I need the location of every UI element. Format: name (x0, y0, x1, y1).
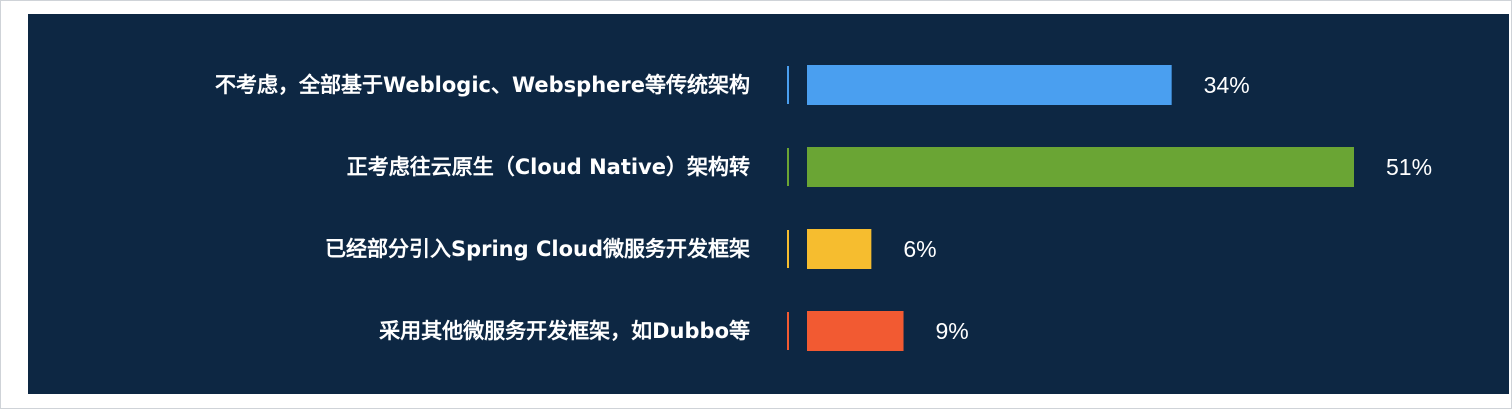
category-label: 正考虑往云原生（Cloud Native）架构转 (347, 155, 750, 179)
value-label: 6% (903, 236, 936, 262)
bar (807, 65, 1172, 105)
chart-panel: 不考虑，全部基于Weblogic、Websphere等传统架构 34% 正考虑往云原… (28, 14, 1509, 394)
category-label: 采用其他微服务开发框架，如Dubbo等 (379, 319, 750, 343)
bar (807, 147, 1354, 187)
axis-tick-mark (787, 148, 789, 186)
axis-tick-mark (787, 312, 789, 350)
category-label: 不考虑，全部基于Weblogic、Websphere等传统架构 (215, 73, 750, 97)
axis-tick-mark (787, 66, 789, 104)
category-label: 已经部分引入Spring Cloud微服务开发框架 (325, 237, 750, 261)
value-label: 9% (936, 318, 969, 344)
bar (807, 311, 904, 351)
value-label: 51% (1386, 154, 1432, 180)
value-label: 34% (1204, 72, 1250, 98)
bar (807, 229, 872, 269)
axis-tick-mark (787, 230, 789, 268)
bar-chart: 不考虑，全部基于Weblogic、Websphere等传统架构 34% 正考虑往云原… (215, 65, 1432, 351)
